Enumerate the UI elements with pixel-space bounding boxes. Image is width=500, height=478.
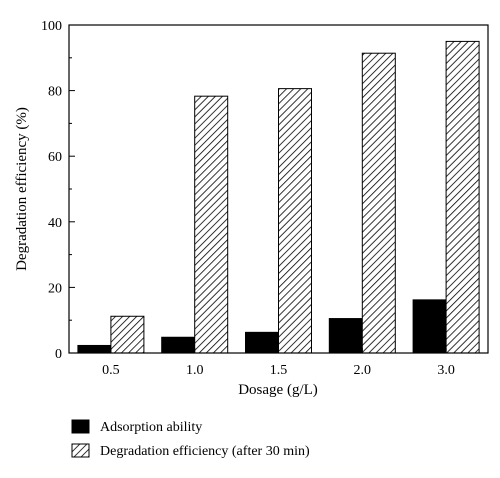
x-tick-label: 1.0	[186, 363, 204, 378]
y-tick-label: 40	[48, 216, 62, 231]
bar-adsorption-1-0	[161, 336, 196, 354]
x-tick-label: 1.5	[270, 363, 288, 378]
y-tick-label: 100	[41, 19, 62, 34]
bar-adsorption-2-0	[328, 318, 363, 354]
y-tick-label: 60	[48, 150, 62, 165]
legend-label-degradation: Degradation efficiency (after 30 min)	[100, 444, 310, 459]
legend-label-adsorption: Adsorption ability	[100, 420, 202, 435]
bars-layer	[77, 40, 480, 354]
bar-degradation-2-0	[361, 52, 396, 354]
y-axis-title: Degradation efficiency (%)	[14, 107, 30, 271]
x-tick-label: 3.0	[437, 363, 455, 378]
legend: Adsorption ability Degradation efficienc…	[71, 419, 310, 459]
bar-adsorption-3-0	[412, 299, 447, 354]
ticks-layer: 0.5 1.0 1.5 2.0 3.0 0 20 40 60 80 100	[41, 19, 455, 378]
y-tick-label: 0	[55, 347, 62, 362]
x-axis-title: Dosage (g/L)	[238, 382, 318, 398]
bar-degradation-1-0	[194, 95, 229, 354]
legend-swatch-adsorption	[71, 419, 90, 434]
x-tick-label: 2.0	[354, 363, 372, 378]
y-tick-label: 20	[48, 281, 62, 296]
y-tick-label: 80	[48, 85, 62, 100]
legend-swatch-degradation	[71, 443, 90, 458]
bar-degradation-0-5	[110, 315, 145, 354]
bar-degradation-3-0	[445, 40, 480, 354]
bar-degradation-1-5	[278, 88, 312, 354]
x-tick-label: 0.5	[102, 363, 120, 378]
bar-adsorption-0-5	[77, 344, 112, 354]
bar-adsorption-1-5	[245, 331, 279, 354]
